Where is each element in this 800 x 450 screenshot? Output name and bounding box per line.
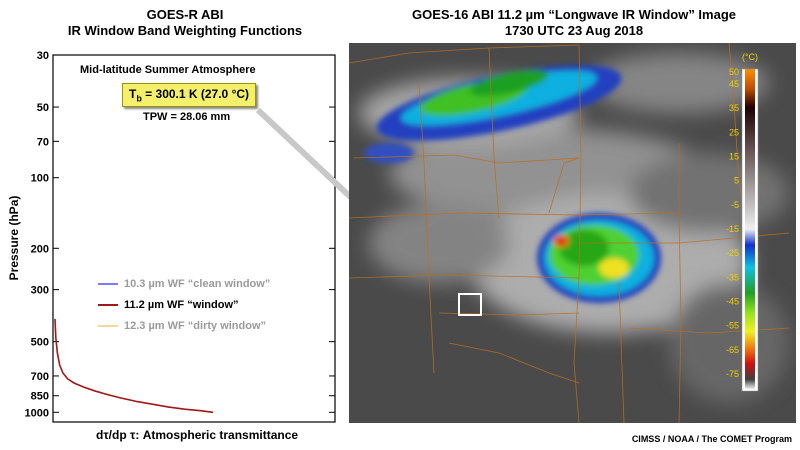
legend-label-window: 11.2 µm WF “window” [124,299,239,311]
color-bar-tick-label: -55 [726,321,739,331]
legend-swatch-dirty [98,325,118,328]
y-tick-label: 700 [31,371,49,383]
y-tick-label: 1000 [25,407,49,419]
legend-swatch-clean [98,283,118,286]
color-bar-tick-label: -15 [726,224,739,234]
color-bar-tick-label: -5 [731,200,739,210]
left-title-line1: GOES-R ABI [146,7,224,22]
color-bar-tick-label: 15 [729,152,739,162]
color-bar-tick-label: -45 [726,297,739,307]
color-bar-tick-label: 35 [729,103,739,113]
legend-swatch-window [98,304,118,307]
y-axis-label: Pressure (hPa) [7,196,21,281]
color-bar-tick-label: -25 [726,248,739,258]
color-bar-tick-label: -35 [726,272,739,282]
satellite-image: (°C) 50 45 35 25 15 5 -5 -15 -25 -35 -45 -55 -65 -75 [349,43,796,423]
tpw-label: TPW = 28.06 mm [143,111,231,123]
y-tick-label: 70 [37,136,49,148]
satellite-image-drawing: (°C) 50 45 35 25 15 5 -5 -15 -25 -35 -45 -55 -65 -75 [349,43,796,423]
color-bar [745,69,755,389]
tb-sub: b [136,93,142,104]
y-tick-label: 100 [31,173,49,185]
y-tick-label: 200 [31,243,49,255]
credit-text: CIMSS / NOAA / The COMET Program [631,434,792,444]
plot-frame [52,54,336,423]
color-bar-tick-label: 25 [729,127,739,137]
atmosphere-label: Mid-latitude Summer Atmosphere [80,64,256,76]
brightness-temperature-label: Tb = 300.1 K (27.0 °C) [122,83,257,108]
y-tick-label: 50 [37,102,49,114]
x-axis-label: dτ/dp τ: Atmospheric transmittance [96,428,299,442]
color-bar-tick-label: -75 [726,369,739,379]
legend-label-clean: 10.3 µm WF “clean window” [124,278,271,290]
right-title-line2: 1730 UTC 23 Aug 2018 [504,23,644,38]
right-title-line1: GOES-16 ABI 11.2 µm “Longwave IR Window”… [411,7,737,22]
y-tick-label: 300 [31,285,49,297]
color-bar-tick-label: 5 [734,176,739,186]
color-bar-ticks: 50 45 35 25 15 5 -5 -15 -25 -35 -45 -55 -65 -75 [726,67,739,379]
series-layer [54,318,214,414]
left-title: GOES-R ABI IR Window Band Weighting Func… [40,7,330,39]
connector-line [255,107,349,200]
color-bar-tick-label: 45 [729,79,739,89]
y-tick-label: 850 [31,391,49,403]
color-bar-tick-label: -65 [726,345,739,355]
tb-prefix: T [129,87,137,101]
left-title-line2: IR Window Band Weighting Functions [67,23,303,38]
right-title: GOES-16 ABI 11.2 µm “Longwave IR Window”… [350,7,798,39]
tb-value: = 300.1 K (27.0 °C) [141,87,250,101]
y-axis-ticks: 30 50 70 100 200 300 500 700 850 1000 [25,50,335,419]
sample-location-box [458,293,482,316]
legend-item-dirty: 12.3 µm WF “dirty window” [98,320,266,332]
color-bar-unit: (°C) [742,52,758,62]
y-tick-label: 500 [31,337,49,349]
weighting-function-plot: 30 50 70 100 200 300 500 700 850 1000 Pressure (h… [7,50,349,423]
legend-item-window: 11.2 µm WF “window” [98,299,239,311]
y-tick-label: 30 [37,50,49,62]
series-line-1 [54,318,214,414]
color-bar-tick-label: 50 [729,67,739,77]
legend-item-clean: 10.3 µm WF “clean window” [98,278,270,290]
legend-label-dirty: 12.3 µm WF “dirty window” [124,320,267,332]
